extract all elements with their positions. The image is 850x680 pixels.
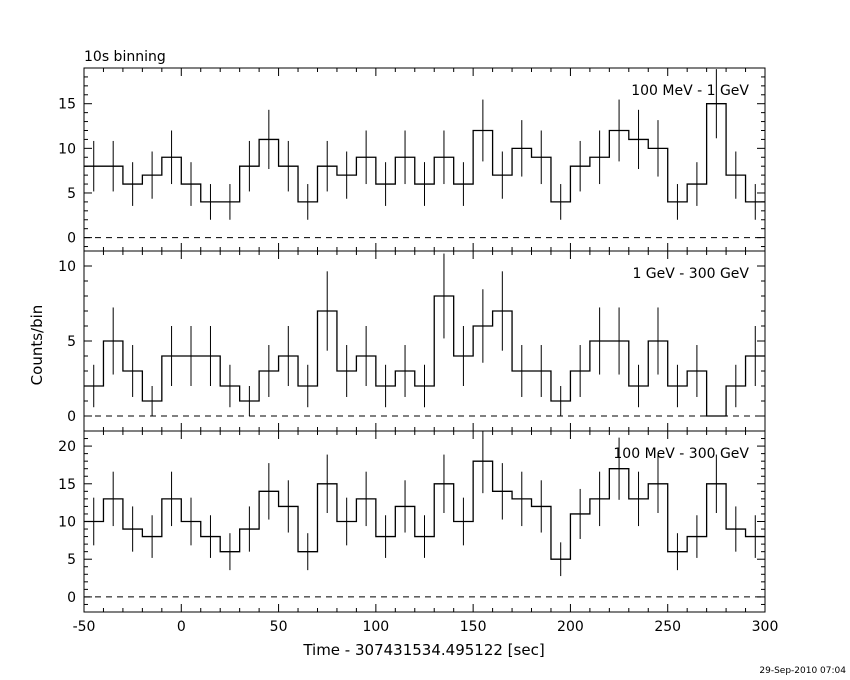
y-tick-label: 0 (67, 409, 76, 425)
y-tick-label: 5 (67, 186, 76, 202)
x-tick-label: 0 (177, 619, 186, 635)
panel-energy-label: 100 MeV - 300 GeV (613, 446, 749, 462)
panels: 0 5 10 15 100 MeV - 1 GeV 0 5 10 1 GeV - 300 GeV… (58, 67, 779, 635)
y-tick-label: 5 (67, 334, 76, 350)
x-tick-label: -50 (73, 619, 96, 635)
x-tick-label: 200 (557, 619, 584, 635)
panel-energy-label: 1 GeV - 300 GeV (632, 266, 749, 282)
x-axis-label: Time - 307431534.495122 [sec] (302, 641, 544, 659)
x-tick-label: 50 (270, 619, 288, 635)
y-tick-label: 10 (58, 141, 76, 157)
x-tick-label: 150 (460, 619, 487, 635)
x-tick-label: 250 (654, 619, 681, 635)
y-tick-label: 0 (67, 590, 76, 606)
step-line (84, 103, 765, 203)
panel-3: 0 5 10 15 20 100 MeV - 300 GeV (58, 430, 766, 613)
y-tick-label: 15 (58, 97, 76, 113)
y-axis-label: Counts/bin (28, 305, 46, 386)
x-tick-label: 300 (752, 619, 779, 635)
chart-title: 10s binning (84, 49, 166, 65)
y-tick-label: 20 (58, 439, 76, 455)
y-tick-label: 10 (58, 515, 76, 531)
y-tick-label: 10 (58, 259, 76, 275)
timestamp-footer: 29-Sep-2010 07:04 (759, 666, 846, 676)
panel-energy-label: 100 MeV - 1 GeV (631, 83, 749, 99)
panel-2: 0 5 10 1 GeV - 300 GeV (58, 250, 766, 432)
panel-1: 0 5 10 15 100 MeV - 1 GeV (58, 67, 766, 252)
x-tick-label: 100 (362, 619, 389, 635)
y-tick-label: 0 (67, 231, 76, 247)
y-tick-label: 15 (58, 477, 76, 493)
y-tick-label: 5 (67, 552, 76, 568)
